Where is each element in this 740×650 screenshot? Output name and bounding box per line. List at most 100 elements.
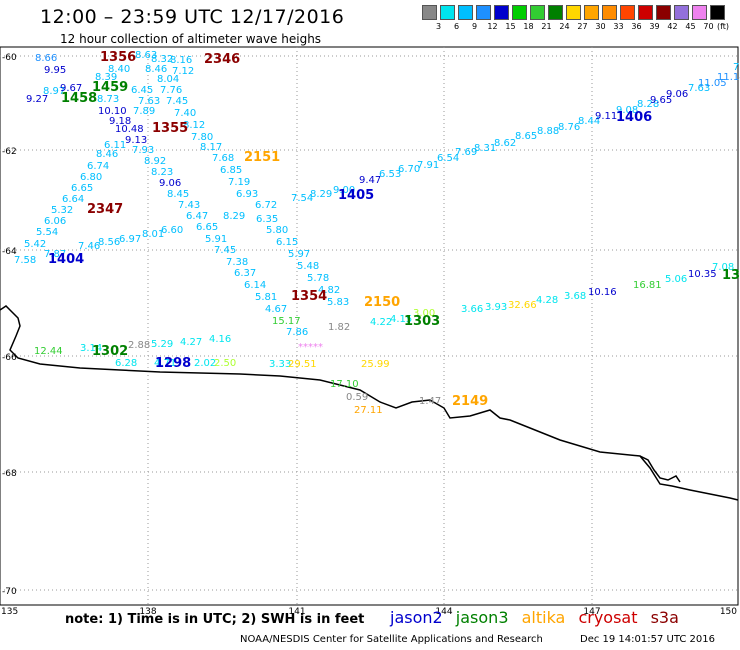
- wave-height-value: 1.82: [328, 322, 350, 333]
- wave-height-value: 7.43: [178, 200, 200, 211]
- wave-height-value: 8.76: [558, 122, 580, 133]
- wave-height-value: 4.27: [180, 337, 202, 348]
- wave-height-value: *****: [298, 342, 323, 353]
- wave-height-value: 27.11: [354, 405, 383, 416]
- page-title: 12:00 – 23:59 UTC 12/17/2016: [40, 6, 345, 28]
- pass-time-label: 2149: [452, 394, 488, 409]
- scale-tick-label: 70: [703, 22, 714, 31]
- wave-height-value: 10.48: [115, 124, 144, 135]
- pass-time-label: 1298: [155, 356, 191, 371]
- wave-height-value: 16.81: [633, 280, 662, 291]
- wave-height-value: 4.16: [209, 334, 231, 345]
- latitude-labels: -60 -62 -64 -66 -68 -70: [2, 53, 17, 597]
- scale-swatch: [638, 5, 653, 20]
- wave-height-value: 7.58: [14, 255, 36, 266]
- wave-height-value: 8.56: [98, 237, 120, 248]
- wave-height-value: 8.04: [157, 74, 179, 85]
- wave-height-value: 8.46: [96, 149, 118, 160]
- wave-height-value: 6.53: [379, 169, 401, 180]
- scale-swatch: [620, 5, 635, 20]
- wave-height-value: 9.13: [125, 135, 147, 146]
- wave-height-value: 11.14: [717, 72, 740, 83]
- scale-swatch: [512, 5, 527, 20]
- wave-height-value: 29.51: [288, 359, 317, 370]
- wave-height-value: 6.45: [131, 85, 153, 96]
- pass-time-label: 1459: [92, 80, 128, 95]
- wave-height-value: 6.15: [276, 237, 298, 248]
- wave-height-value: 6.11: [104, 140, 126, 151]
- wave-height-value: 7.63: [688, 83, 710, 94]
- wave-height-value: 6.85: [220, 165, 242, 176]
- wave-height-value: 8.01: [142, 229, 164, 240]
- longitude-label: 138: [139, 607, 156, 617]
- longitude-label: 147: [583, 607, 600, 617]
- scale-unit-label: (ft): [716, 22, 730, 31]
- wave-height-value: 3.66: [461, 304, 483, 315]
- pass-time-label: 1458: [61, 91, 97, 106]
- wave-height-value: 9.11: [595, 111, 617, 122]
- wave-height-value: 7.80: [191, 132, 213, 143]
- wave-height-value: 8.97: [43, 86, 65, 97]
- scale-tick-label: 24: [559, 22, 570, 31]
- wave-height-value: 5.91: [205, 234, 227, 245]
- wave-height-value: 8.17: [200, 142, 222, 153]
- wave-height-value: 3.00: [413, 308, 435, 319]
- wave-height-value: 6.93: [236, 189, 258, 200]
- pass-time-label: 1406: [616, 110, 652, 125]
- credit-line: NOAA/NESDIS Center for Satellite Applica…: [240, 634, 543, 645]
- wave-height-value: 2.88: [128, 340, 150, 351]
- wave-height-value: 2.02: [194, 358, 216, 369]
- wave-height-value: 25.99: [361, 359, 390, 370]
- wave-height-value: 11.05: [698, 78, 727, 89]
- wave-height-value: 6.14: [244, 280, 266, 291]
- longitude-label: 141: [288, 607, 305, 617]
- wave-height-value: 9.67: [60, 83, 82, 94]
- wave-height-value: 4.15: [390, 314, 412, 325]
- scale-tick-label: 3: [435, 22, 442, 31]
- coast-inlet: [639, 455, 681, 483]
- wave-height-value: 7.93: [132, 145, 154, 156]
- wave-height-value: 3.33: [269, 359, 291, 370]
- wave-height-value: 12.44: [34, 346, 63, 357]
- scale-tick-label: 27: [577, 22, 588, 31]
- scale-swatch: [494, 5, 509, 20]
- scale-tick-label: 33: [613, 22, 624, 31]
- wave-height-value: 9.65: [650, 95, 672, 106]
- wave-height-value: 7.45: [214, 245, 236, 256]
- pass-time-label: 2151: [244, 150, 280, 165]
- wave-height-value: 5.42: [24, 239, 46, 250]
- scale-tick-label: 18: [523, 22, 534, 31]
- wave-height-value: 1.47: [419, 396, 441, 407]
- wave-height-value: 8.46: [145, 64, 167, 75]
- wave-height-value: 5.78: [307, 273, 329, 284]
- legend-cryosat: cryosat: [578, 608, 638, 627]
- wave-height-value: 8.12: [183, 120, 205, 131]
- scale-swatch: [656, 5, 671, 20]
- pass-time-label: 1404: [48, 252, 84, 267]
- scale-tick-label: 9: [471, 22, 478, 31]
- latitude-label: -62: [2, 147, 17, 157]
- scale-tick-label: 6: [453, 22, 460, 31]
- scale-swatch: [584, 5, 599, 20]
- scale-tick-label: 15: [505, 22, 516, 31]
- wave-height-value: 10.16: [588, 287, 617, 298]
- latitude-label: -70: [2, 587, 17, 597]
- wave-height-value: 7.40: [174, 108, 196, 119]
- scale-swatch: [602, 5, 617, 20]
- wave-height-value: 7.08: [712, 262, 734, 273]
- wave-height-value: 5.32: [51, 205, 73, 216]
- wave-height-value: 5.80: [266, 225, 288, 236]
- scale-swatch: [440, 5, 455, 20]
- wave-height-value: 32.66: [508, 300, 537, 311]
- wave-height-value: 6.97: [119, 234, 141, 245]
- wave-height-value: 5.81: [255, 292, 277, 303]
- wave-height-value: 9.95: [44, 65, 66, 76]
- footer-note: note: 1) Time is in UTC; 2) SWH is in fe…: [65, 612, 365, 627]
- wave-height-value: 8.32: [151, 54, 173, 65]
- pass-time-label: 1355: [152, 121, 188, 136]
- pass-time-label: 1405: [338, 188, 374, 203]
- wave-height-value: 7.91: [417, 160, 439, 171]
- map-grid: [0, 47, 738, 605]
- wave-height-value: 15.17: [272, 316, 301, 327]
- wave-height-value: 7.54: [291, 193, 313, 204]
